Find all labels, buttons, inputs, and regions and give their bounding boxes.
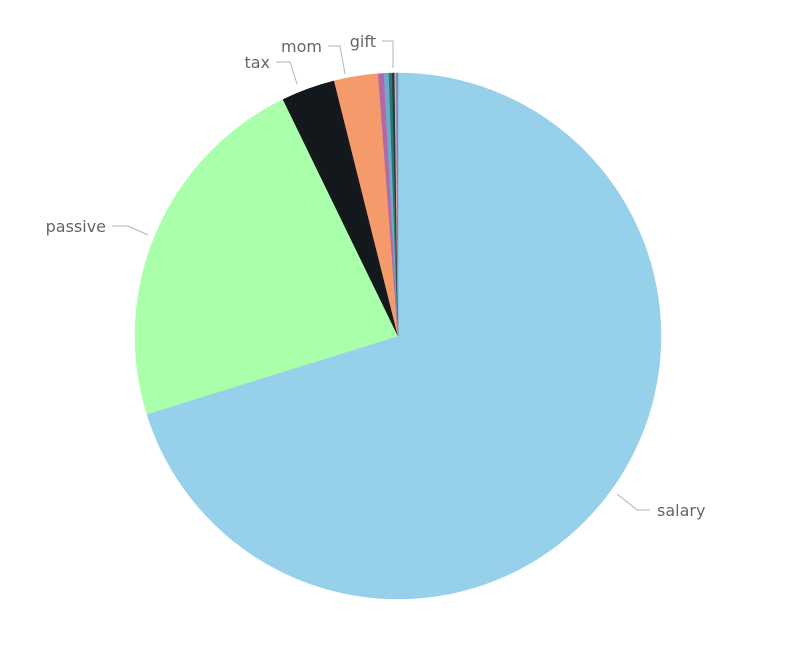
leader-line-passive (112, 225, 149, 236)
pie-slice-salary (146, 72, 662, 600)
slice-label-mom: mom (281, 37, 322, 56)
leader-line-gift (382, 40, 394, 68)
pie-slice-passive (134, 99, 399, 415)
leader-line-mom (328, 45, 346, 75)
slice-label-passive: passive (46, 217, 106, 236)
slice-label-salary: salary (657, 501, 705, 520)
slice-label-tax: tax (244, 53, 270, 72)
pie-slice-unlabeled-10 (396, 72, 399, 337)
leader-line-tax (276, 61, 298, 85)
leader-line-salary (616, 493, 650, 511)
slice-label-gift: gift (350, 32, 376, 51)
